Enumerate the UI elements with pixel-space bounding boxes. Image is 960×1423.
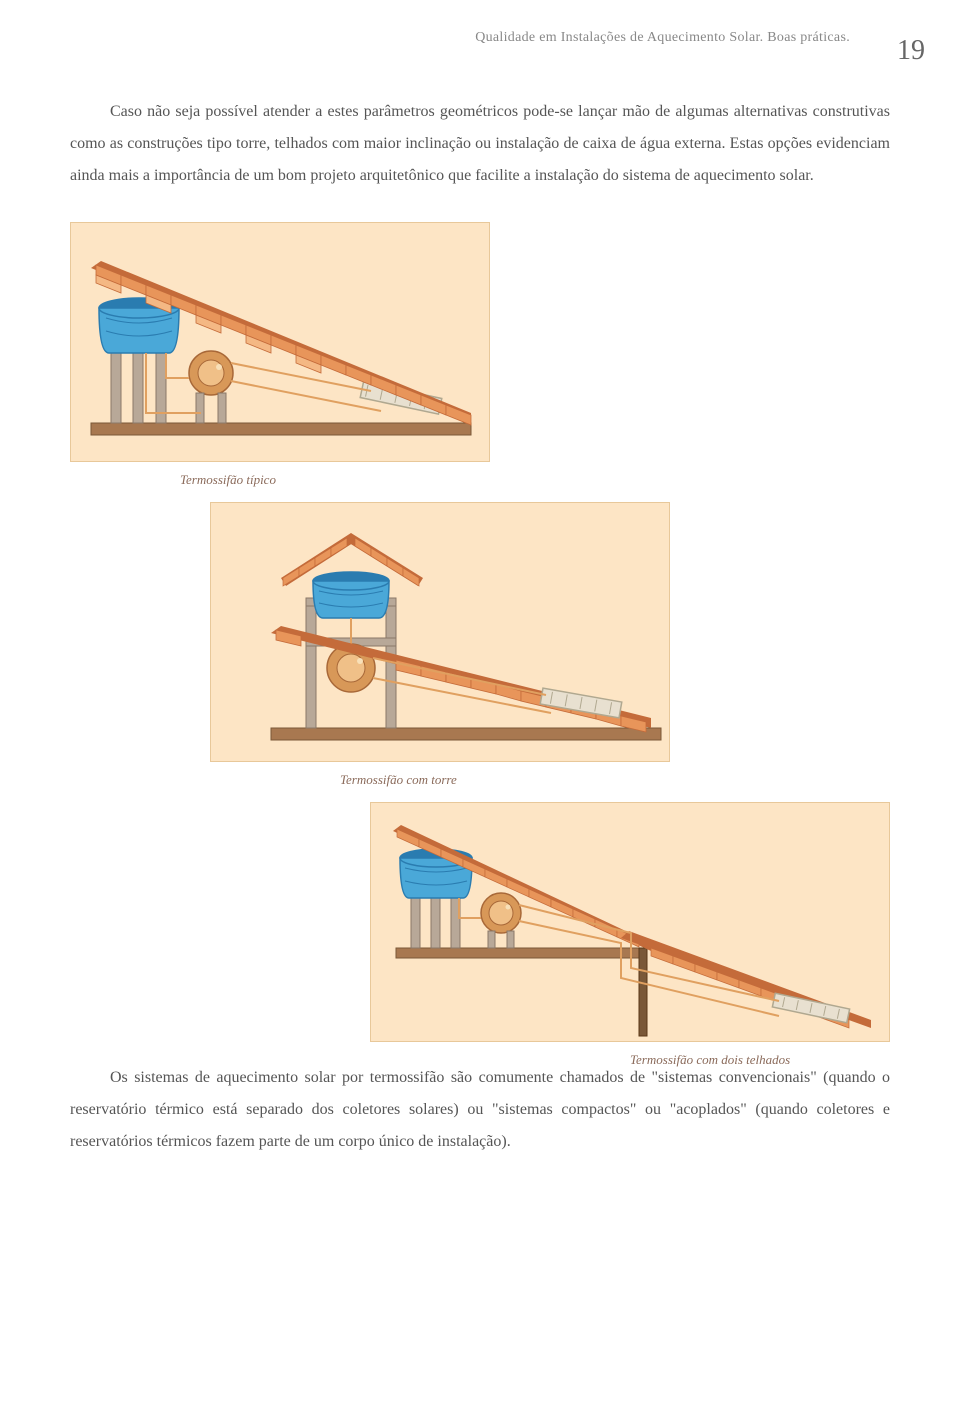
figure-termossifao-torre <box>210 502 670 762</box>
header-text: Qualidade em Instalações de Aquecimento … <box>475 30 850 46</box>
page-header: Qualidade em Instalações de Aquecimento … <box>70 30 890 46</box>
caption-3: Termossifão com dois telhados <box>630 1052 790 1068</box>
figure-termossifao-dois-telhados <box>370 802 890 1042</box>
paragraph-2: Os sistemas de aquecimento solar por ter… <box>70 1062 890 1158</box>
caption-2: Termossifão com torre <box>340 772 457 788</box>
caption-1: Termossifão típico <box>180 472 276 488</box>
figure-termossifao-tipico <box>70 222 490 462</box>
paragraph-1: Caso não seja possível atender a estes p… <box>70 96 890 192</box>
page-number: 19 <box>897 35 925 67</box>
figures-container: Termossifão típico <box>70 222 890 1042</box>
